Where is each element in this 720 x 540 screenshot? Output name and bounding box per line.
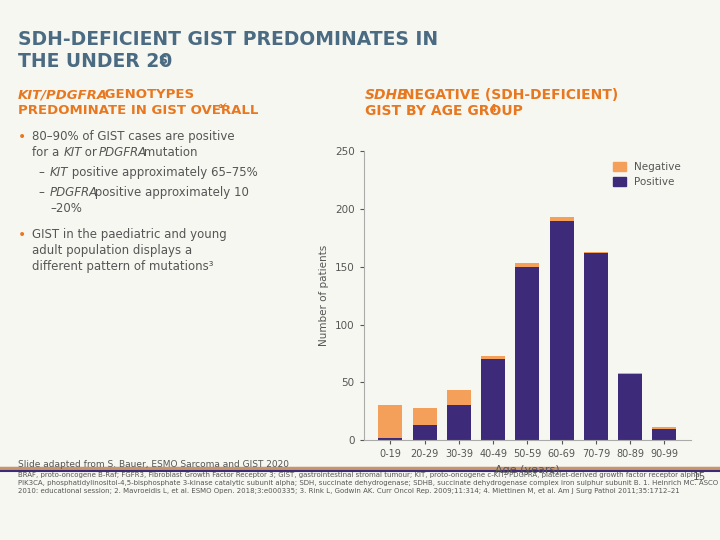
Legend: Negative, Positive: Negative, Positive <box>608 157 686 192</box>
Bar <box>652 429 676 440</box>
Bar <box>618 373 642 374</box>
Text: KIT/PDGFRA: KIT/PDGFRA <box>18 88 108 101</box>
Bar <box>549 217 574 220</box>
Text: KIT: KIT <box>50 166 68 179</box>
Text: –: – <box>38 166 44 179</box>
Bar <box>549 220 574 440</box>
Text: –20%: –20% <box>50 202 82 215</box>
Text: adult population displays a: adult population displays a <box>32 244 192 257</box>
Text: SDHB: SDHB <box>365 88 409 102</box>
Text: positive approximately 65–75%: positive approximately 65–75% <box>68 166 258 179</box>
Text: for a: for a <box>32 146 63 159</box>
Bar <box>481 356 505 359</box>
Text: •: • <box>18 130 26 144</box>
Bar <box>481 359 505 440</box>
Bar <box>379 406 402 438</box>
Text: PREDOMINATE IN GIST OVERALL: PREDOMINATE IN GIST OVERALL <box>18 104 258 117</box>
Text: 15: 15 <box>693 472 706 482</box>
Bar <box>379 438 402 440</box>
Bar <box>516 267 539 440</box>
Text: 4: 4 <box>490 104 497 114</box>
Text: mutation: mutation <box>140 146 197 159</box>
Text: or: or <box>81 146 101 159</box>
Bar <box>584 252 608 253</box>
Text: NEGATIVE (SDH-DEFICIENT): NEGATIVE (SDH-DEFICIENT) <box>398 88 618 102</box>
Text: THE UNDER 20: THE UNDER 20 <box>18 52 172 71</box>
X-axis label: Age (years): Age (years) <box>495 465 559 475</box>
Text: different pattern of mutations³: different pattern of mutations³ <box>32 260 214 273</box>
Text: 80–90% of GIST cases are positive: 80–90% of GIST cases are positive <box>32 130 235 143</box>
Text: SDH-DEFICIENT GIST PREDOMINATES IN: SDH-DEFICIENT GIST PREDOMINATES IN <box>18 30 438 49</box>
Text: s: s <box>158 52 167 67</box>
Text: Slide adapted from S. Bauer, ESMO Sarcoma and GIST 2020: Slide adapted from S. Bauer, ESMO Sarcom… <box>18 460 289 469</box>
Text: •: • <box>18 228 26 242</box>
Text: ¹²: ¹² <box>218 104 225 113</box>
Bar <box>413 425 437 440</box>
Text: –: – <box>38 186 44 199</box>
Bar <box>413 408 437 425</box>
Bar <box>618 374 642 440</box>
Text: GIST in the paediatric and young: GIST in the paediatric and young <box>32 228 227 241</box>
Text: KIT: KIT <box>64 146 82 159</box>
Text: GENOTYPES: GENOTYPES <box>100 88 194 101</box>
Bar <box>652 427 676 429</box>
Bar <box>447 406 471 440</box>
Bar <box>516 264 539 267</box>
Text: PDGFRA: PDGFRA <box>99 146 147 159</box>
Text: positive approximately 10: positive approximately 10 <box>91 186 249 199</box>
Bar <box>584 253 608 440</box>
Bar <box>447 390 471 406</box>
Text: PDGFRA: PDGFRA <box>50 186 98 199</box>
Text: ¹˂: ¹˂ <box>218 104 228 114</box>
Y-axis label: Number of patients: Number of patients <box>319 245 329 346</box>
Text: BRAF, proto-oncogene B-Raf; FGFR3, Fibroblast Growth Factor Receptor 3; GIST, ga: BRAF, proto-oncogene B-Raf; FGFR3, Fibro… <box>18 472 718 494</box>
Text: GIST BY AGE GROUP: GIST BY AGE GROUP <box>365 104 523 118</box>
